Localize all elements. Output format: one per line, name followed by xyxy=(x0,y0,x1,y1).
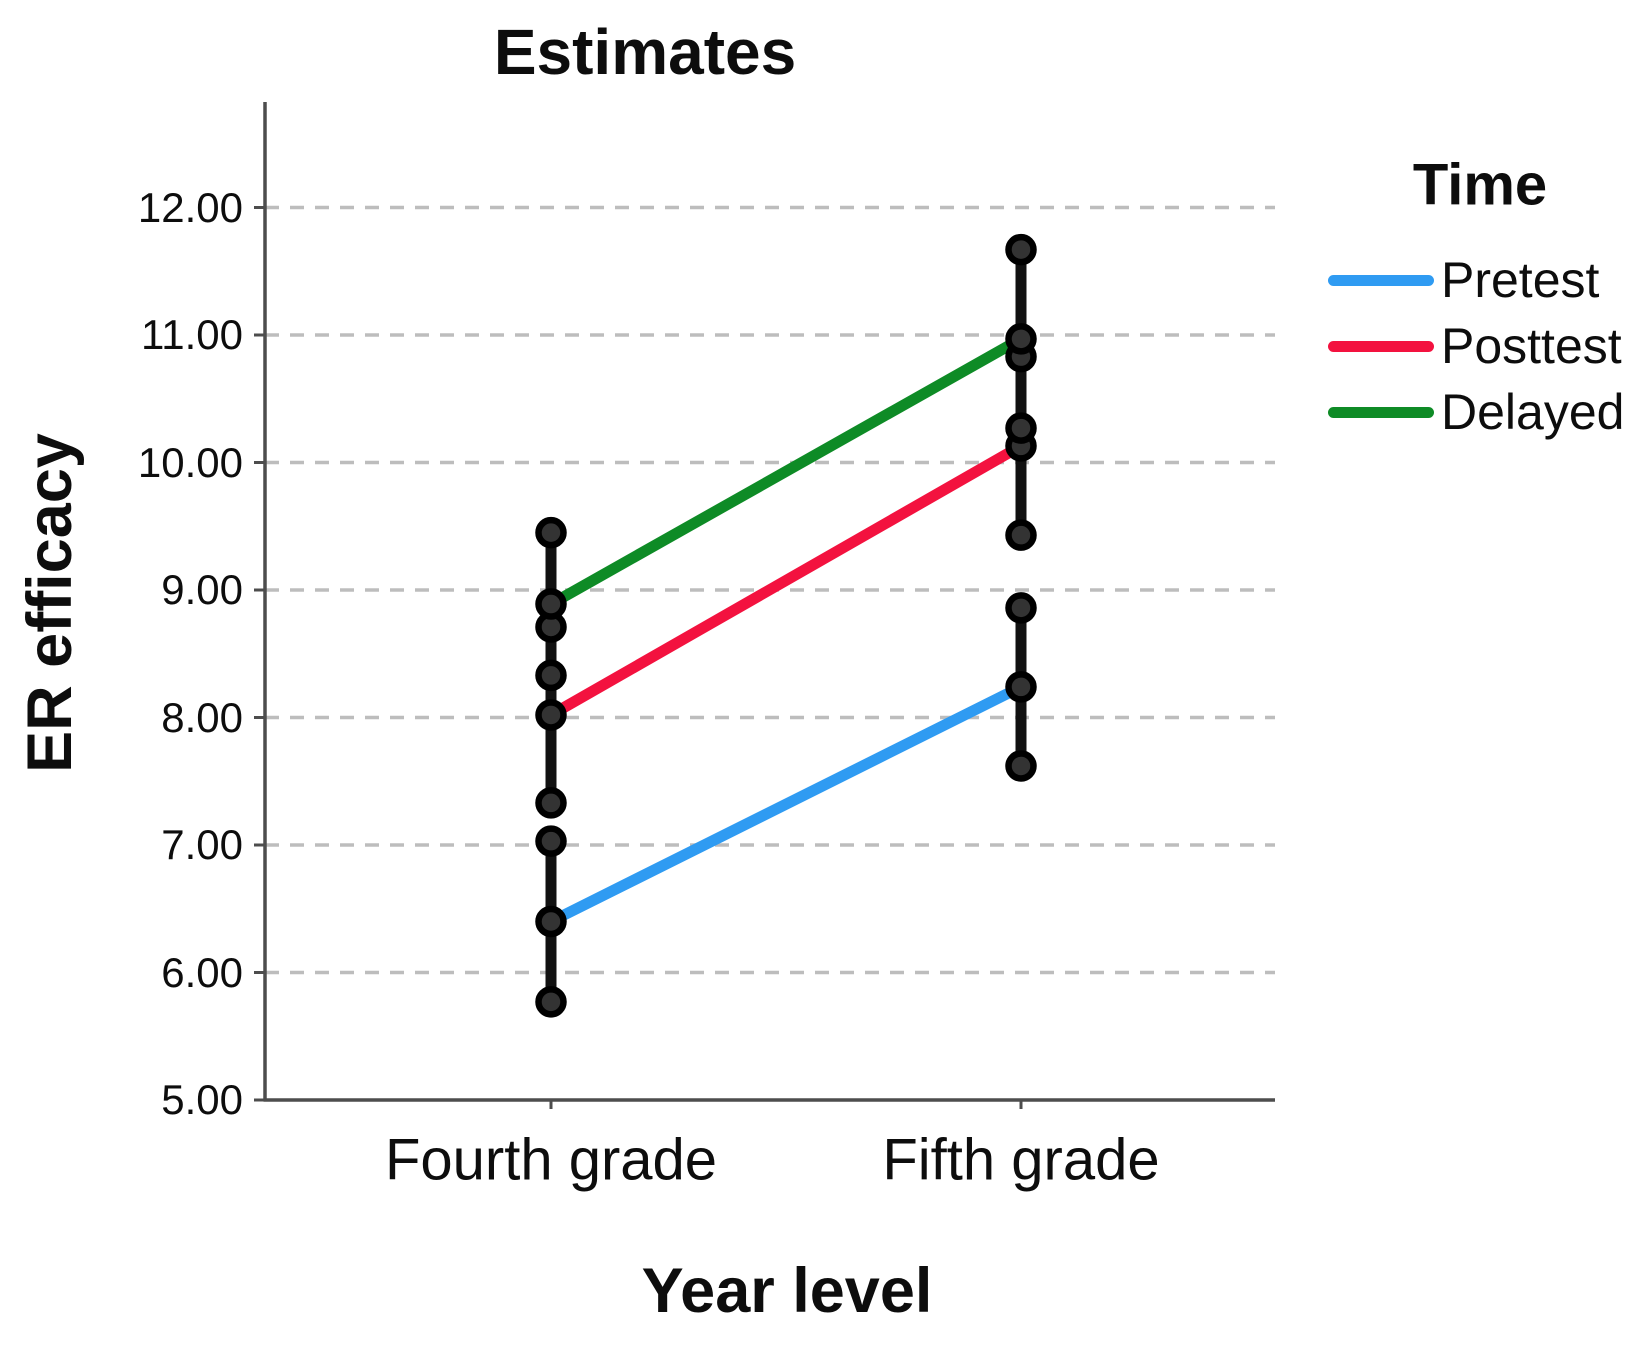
mean-marker-pretest xyxy=(1005,671,1037,703)
y-axis-tick-label: 8.00 xyxy=(161,693,243,741)
series-line-pretest xyxy=(545,681,1027,927)
mean-marker-pretest xyxy=(535,905,567,938)
ci-cap-marker-posttest xyxy=(535,787,567,819)
ci-cap-marker-pretest xyxy=(535,825,567,857)
legend-entry-delayed: Delayed xyxy=(1328,384,1625,440)
legend-entry-pretest: Pretest xyxy=(1328,252,1600,308)
x-axis-category-label: Fourth grade xyxy=(384,1127,718,1193)
legend-label: Pretest xyxy=(1441,252,1600,308)
y-axis-tick-label: 7.00 xyxy=(161,821,243,868)
x-axis-category-label: Fifth grade xyxy=(882,1127,1160,1193)
legend-label: Delayed xyxy=(1441,384,1625,440)
chart-title: Estimates xyxy=(493,16,797,88)
series-line-delayed xyxy=(545,333,1027,610)
ci-cap-marker-delayed xyxy=(535,659,567,692)
y-axis-tick-label: 12.00 xyxy=(137,183,243,231)
legend-swatch-posttest xyxy=(1328,340,1434,352)
mean-marker-posttest xyxy=(535,699,567,731)
legend-swatch-pretest xyxy=(1328,274,1434,286)
x-axis-title: Year level xyxy=(641,1256,933,1326)
y-axis-tick-label: 11.00 xyxy=(141,311,243,358)
ci-cap-marker-posttest xyxy=(1005,519,1037,551)
ci-cap-marker-pretest xyxy=(1005,750,1037,782)
ci-cap-marker-delayed xyxy=(535,516,567,549)
ci-cap-marker-pretest xyxy=(1005,592,1037,624)
ci-cap-marker-delayed xyxy=(1005,412,1037,444)
mean-marker-delayed xyxy=(535,588,567,620)
legend-swatch-delayed xyxy=(1328,406,1434,418)
ci-cap-marker-delayed xyxy=(1005,233,1037,266)
y-axis-tick-label: 5.00 xyxy=(161,1076,243,1123)
series-line-posttest xyxy=(545,440,1027,721)
ci-cap-marker-pretest xyxy=(535,986,567,1018)
y-axis-title: ER efficacy xyxy=(15,433,85,773)
y-axis-tick-label: 9.00 xyxy=(161,566,243,613)
legend-title: Time xyxy=(1412,152,1548,218)
y-axis-tick-label: 10.00 xyxy=(137,438,243,486)
legend-label: Posttest xyxy=(1441,318,1622,374)
legend-entry-posttest: Posttest xyxy=(1328,318,1622,374)
mean-marker-delayed xyxy=(1005,323,1037,355)
y-axis-tick-label: 6.00 xyxy=(161,948,243,996)
